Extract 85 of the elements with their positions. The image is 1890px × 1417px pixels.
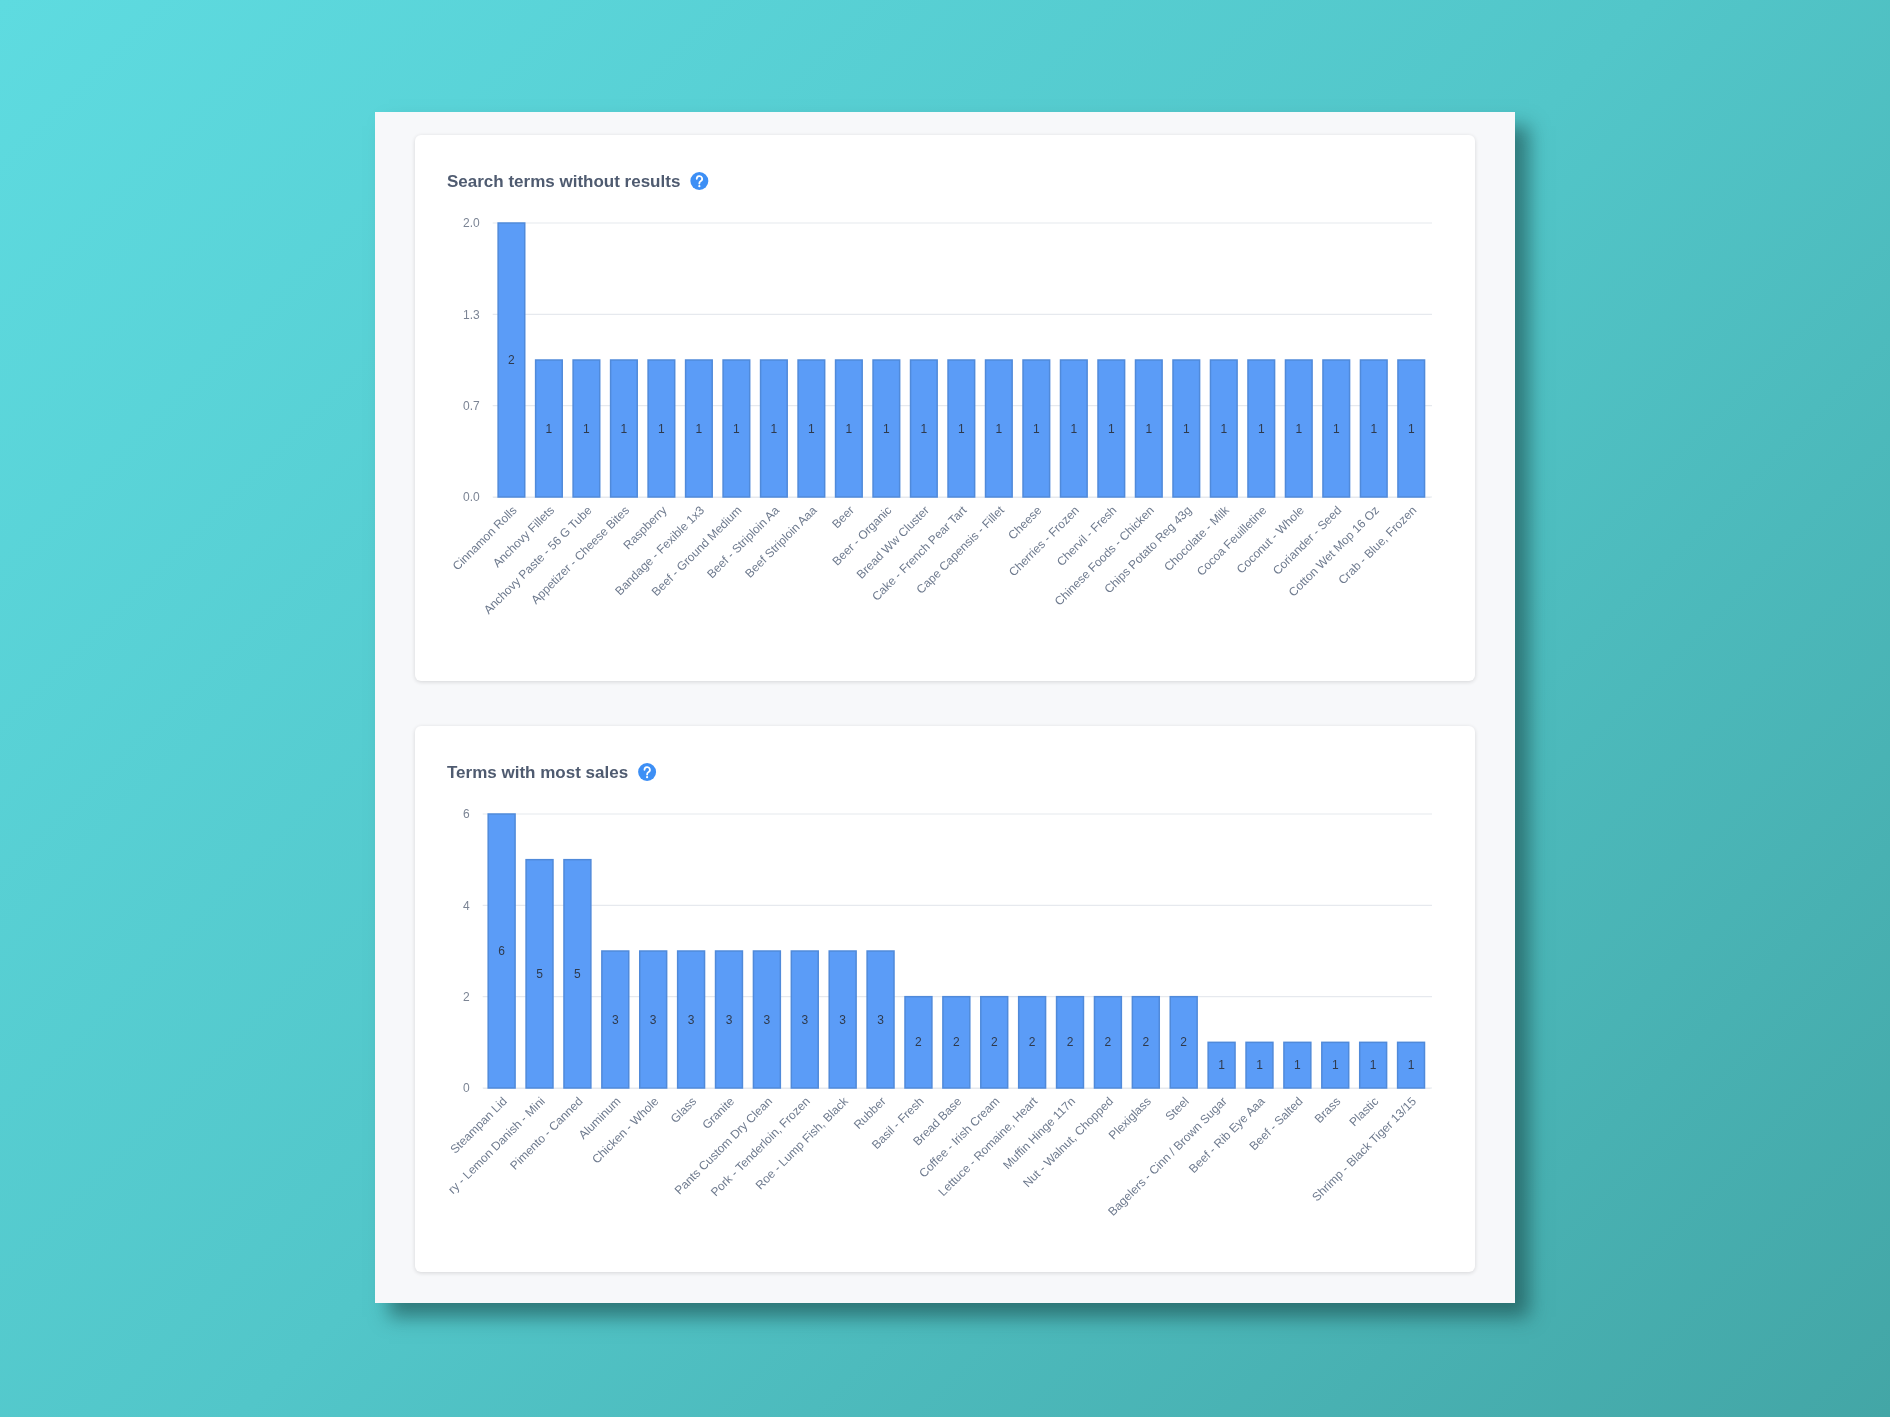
data-label: 3 <box>725 1012 733 1027</box>
y-tick-label: 0 <box>463 1081 470 1096</box>
data-label: 2 <box>1104 1035 1112 1050</box>
data-label: 2 <box>1180 1035 1188 1050</box>
y-tick-label: 2.0 <box>463 216 481 231</box>
data-label: 1 <box>1407 1058 1415 1073</box>
data-label: 3 <box>801 1012 809 1027</box>
data-label: 1 <box>1257 421 1265 436</box>
chart-title: Terms with most sales <box>447 763 629 782</box>
data-label: 1 <box>583 421 591 436</box>
bar <box>525 858 554 1089</box>
data-label: 1 <box>733 421 741 436</box>
data-label: 1 <box>995 421 1003 436</box>
data-label: 1 <box>1070 421 1078 436</box>
bar <box>1055 995 1085 1089</box>
bar <box>639 950 668 1089</box>
data-label: 1 <box>883 421 891 436</box>
data-label: 1 <box>958 421 965 436</box>
y-tick-label: 4 <box>463 898 470 913</box>
y-tick-label: 6 <box>463 807 470 822</box>
chart-title: Search terms without results <box>447 172 681 191</box>
bar <box>1283 1041 1312 1089</box>
data-label: 6 <box>498 944 506 958</box>
data-label: 1 <box>845 421 853 436</box>
data-label: 3 <box>687 1012 695 1027</box>
bar <box>942 995 971 1089</box>
data-label: 2 <box>915 1035 923 1050</box>
data-label: 3 <box>649 1012 657 1027</box>
data-label: 2 <box>508 353 516 367</box>
data-label: 1 <box>808 421 816 436</box>
bar <box>904 995 933 1089</box>
bar <box>1396 1041 1426 1089</box>
data-label: 1 <box>1407 421 1415 436</box>
bar <box>1131 995 1161 1089</box>
data-label: 1 <box>1218 1058 1226 1073</box>
y-tick-label: 2 <box>463 990 470 1005</box>
data-label: 1 <box>1369 1058 1377 1073</box>
data-label: 2 <box>1142 1035 1150 1050</box>
bar <box>676 950 706 1089</box>
data-label: 1 <box>1145 421 1153 436</box>
data-label: 1 <box>545 421 553 436</box>
data-label: 2 <box>990 1035 998 1050</box>
data-label: 1 <box>1032 421 1040 436</box>
data-label: 2 <box>1066 1035 1074 1050</box>
data-label: 1 <box>1256 1058 1264 1073</box>
y-tick-label: 0.0 <box>463 490 481 505</box>
bar <box>1093 995 1123 1089</box>
data-label: 3 <box>839 1012 847 1027</box>
bar <box>828 950 857 1089</box>
bar <box>1321 1041 1350 1089</box>
data-label: 1 <box>770 421 778 436</box>
bar <box>980 995 1009 1089</box>
data-label: 1 <box>1295 421 1303 436</box>
data-label: 3 <box>611 1012 619 1027</box>
bar <box>790 950 819 1089</box>
data-label: 1 <box>1182 421 1190 436</box>
bar <box>601 950 630 1089</box>
bar <box>752 950 782 1089</box>
data-label: 5 <box>574 966 582 981</box>
data-label: 2 <box>953 1035 960 1050</box>
bar <box>1017 995 1047 1089</box>
bar <box>1207 1041 1236 1089</box>
data-label: 1 <box>1370 421 1378 436</box>
y-tick-label: 0.7 <box>463 399 481 413</box>
data-label: 3 <box>877 1012 885 1027</box>
data-label: 3 <box>763 1012 771 1027</box>
data-label: 2 <box>1028 1035 1036 1050</box>
y-tick-label: 1.3 <box>463 307 481 322</box>
data-label: 1 <box>920 421 928 436</box>
data-label: 1 <box>1332 421 1340 436</box>
bar <box>1169 995 1198 1089</box>
data-label: 1 <box>1331 1058 1339 1073</box>
bar <box>1358 1041 1388 1089</box>
data-label: 1 <box>658 421 666 436</box>
bar <box>563 858 592 1089</box>
data-label: 1 <box>1220 421 1228 436</box>
bar <box>1245 1041 1274 1089</box>
bar <box>714 950 744 1089</box>
bar <box>866 950 895 1089</box>
data-label: 1 <box>1294 1058 1302 1073</box>
data-label: 1 <box>620 421 628 436</box>
data-label: 1 <box>1107 421 1115 436</box>
data-label: 5 <box>536 966 544 981</box>
bar <box>487 813 516 1089</box>
data-label: 1 <box>695 421 703 436</box>
